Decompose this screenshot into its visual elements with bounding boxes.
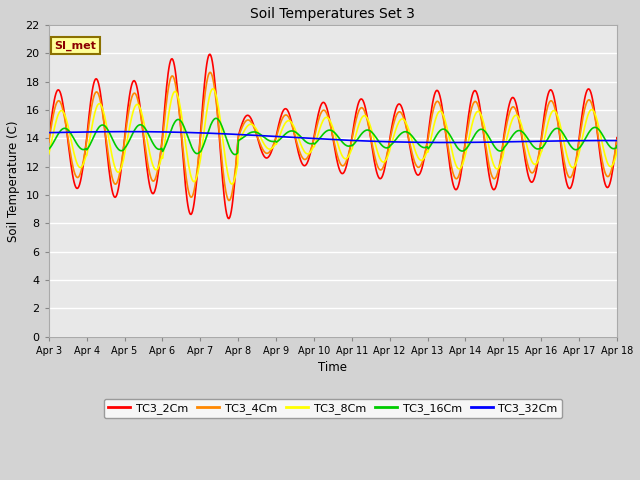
TC3_4Cm [420, 153, 428, 159]
TC3_4Cm [114, 179, 122, 184]
TC3_4Cm [45, 139, 52, 145]
Line: TC3_32Cm: TC3_32Cm [49, 132, 617, 143]
TC3_4Cm [55, 98, 63, 104]
TC3_32Cm [45, 130, 52, 135]
TC3_32Cm [114, 129, 122, 134]
Title: Soil Temperatures Set 3: Soil Temperatures Set 3 [250, 7, 415, 21]
TC3_4Cm [202, 90, 209, 96]
TC3_8Cm [404, 123, 412, 129]
TC3_2Cm [404, 131, 412, 136]
TC3_4Cm [613, 137, 621, 143]
TC3_4Cm [225, 198, 233, 204]
TC3_4Cm [404, 130, 412, 136]
TC3_32Cm [613, 138, 621, 144]
TC3_8Cm [114, 169, 122, 175]
TC3_2Cm [202, 73, 209, 79]
TC3_8Cm [228, 181, 236, 187]
TC3_32Cm [172, 129, 180, 135]
TC3_4Cm [206, 70, 214, 75]
TC3_16Cm [232, 152, 239, 157]
Legend: TC3_2Cm, TC3_4Cm, TC3_8Cm, TC3_16Cm, TC3_32Cm: TC3_2Cm, TC3_4Cm, TC3_8Cm, TC3_16Cm, TC3… [104, 399, 562, 419]
TC3_2Cm [45, 137, 52, 143]
Line: TC3_16Cm: TC3_16Cm [49, 119, 617, 155]
TC3_16Cm [114, 145, 122, 151]
TC3_8Cm [45, 151, 52, 157]
TC3_4Cm [172, 80, 179, 86]
TC3_2Cm [206, 51, 214, 57]
TC3_32Cm [124, 129, 132, 134]
TC3_32Cm [419, 140, 427, 145]
TC3_8Cm [420, 155, 428, 161]
TC3_16Cm [212, 116, 220, 121]
Y-axis label: Soil Temperature (C): Soil Temperature (C) [7, 120, 20, 241]
TC3_16Cm [45, 146, 52, 152]
Line: TC3_4Cm: TC3_4Cm [49, 72, 617, 201]
TC3_2Cm [172, 67, 179, 73]
X-axis label: Time: Time [318, 361, 348, 374]
TC3_16Cm [172, 119, 179, 124]
TC3_16Cm [404, 129, 412, 135]
TC3_8Cm [209, 86, 217, 92]
TC3_2Cm [55, 87, 63, 93]
Line: TC3_8Cm: TC3_8Cm [49, 89, 617, 184]
TC3_32Cm [442, 140, 449, 145]
TC3_8Cm [202, 120, 209, 125]
TC3_32Cm [55, 130, 63, 135]
TC3_16Cm [420, 144, 428, 150]
TC3_16Cm [55, 130, 63, 136]
TC3_16Cm [613, 143, 621, 149]
TC3_8Cm [172, 89, 179, 95]
TC3_8Cm [613, 147, 621, 153]
TC3_32Cm [202, 130, 210, 136]
TC3_2Cm [114, 190, 122, 195]
TC3_16Cm [202, 138, 209, 144]
TC3_8Cm [55, 110, 63, 116]
TC3_2Cm [420, 156, 428, 162]
TC3_2Cm [613, 135, 621, 141]
TC3_32Cm [403, 139, 411, 145]
Line: TC3_2Cm: TC3_2Cm [49, 54, 617, 218]
Text: SI_met: SI_met [54, 40, 97, 51]
TC3_2Cm [225, 216, 233, 221]
